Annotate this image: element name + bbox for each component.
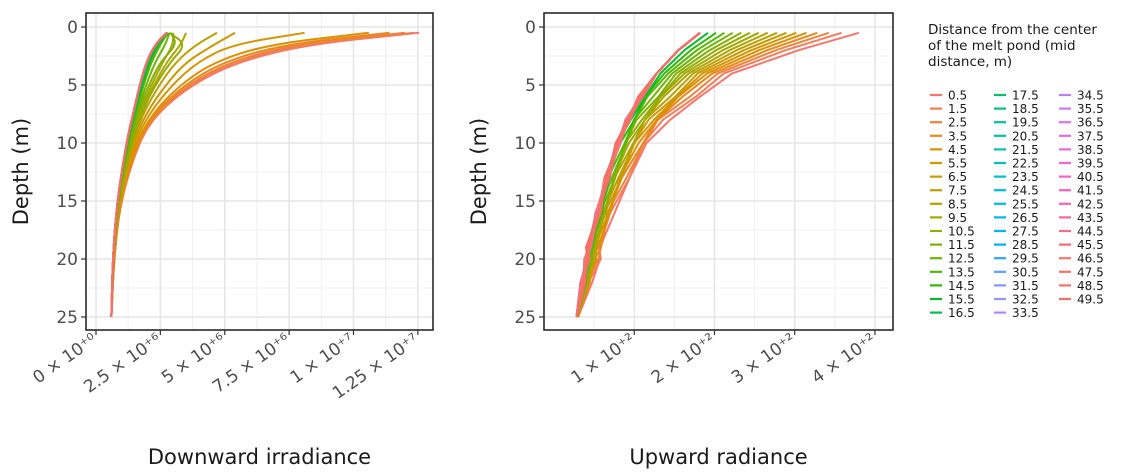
legend-label-29-5: 29.5 (1012, 252, 1039, 266)
right-y-axis-title: Depth (m) (467, 118, 491, 225)
legend-label-33-5: 33.5 (1012, 306, 1039, 320)
legend-label-11-5: 11.5 (948, 238, 975, 252)
legend-label-35-5: 35.5 (1077, 102, 1104, 116)
legend-label-38-5: 38.5 (1077, 143, 1104, 157)
legend-label-28-5: 28.5 (1012, 238, 1039, 252)
legend-label-20-5: 20.5 (1012, 129, 1039, 143)
left-y-tick-label: 15 (56, 192, 78, 212)
series-line-2-5 (576, 31, 830, 318)
legend-label-47-5: 47.5 (1077, 265, 1104, 279)
legend-title-line: of the melt pond (mid (928, 38, 1076, 54)
right-x-tick-label: 4 × 10⁺² (808, 330, 880, 388)
series-line-49-5 (575, 32, 701, 318)
legend-label-39-5: 39.5 (1077, 157, 1104, 171)
series-line-1-5 (576, 31, 842, 318)
legend-label-17-5: 17.5 (1012, 89, 1039, 103)
legend-label-40-5: 40.5 (1077, 170, 1104, 184)
legend-label-2-5: 2.5 (948, 116, 967, 130)
legend-label-0-5: 0.5 (948, 89, 967, 103)
right-y-tick-label: 25 (514, 308, 536, 328)
left-y-tick-label: 5 (67, 76, 78, 96)
legend-label-43-5: 43.5 (1077, 211, 1104, 225)
legend-label-1-5: 1.5 (948, 102, 967, 116)
legend-label-44-5: 44.5 (1077, 225, 1104, 239)
right-y-tick-label: 15 (514, 192, 536, 212)
legend-label-25-5: 25.5 (1012, 197, 1039, 211)
right-panel-border (543, 12, 894, 331)
right-y-tick-label: 20 (514, 250, 536, 270)
legend-label-7-5: 7.5 (948, 184, 967, 198)
right-x-tick-label: 2 × 10⁺² (648, 330, 720, 388)
legend-label-41-5: 41.5 (1077, 184, 1104, 198)
right-x-axis-title: Upward radiance (629, 445, 807, 469)
right-y-tick-label: 10 (514, 134, 536, 154)
legend-label-34-5: 34.5 (1077, 89, 1104, 103)
right-x-tick-label: 3 × 10⁺² (728, 330, 800, 388)
legend-label-26-5: 26.5 (1012, 211, 1039, 225)
left-panel-border (85, 12, 434, 331)
legend-label-6-5: 6.5 (948, 170, 967, 184)
legend-label-18-5: 18.5 (1012, 102, 1039, 116)
legend-label-13-5: 13.5 (948, 265, 975, 279)
legend-label-31-5: 31.5 (1012, 279, 1039, 293)
legend-label-27-5: 27.5 (1012, 225, 1039, 239)
legend-label-23-5: 23.5 (1012, 170, 1039, 184)
legend-label-3-5: 3.5 (948, 129, 967, 143)
right-y-tick-label: 0 (525, 18, 536, 38)
legend-label-12-5: 12.5 (948, 252, 975, 266)
legend-label-32-5: 32.5 (1012, 293, 1039, 307)
legend-label-14-5: 14.5 (948, 279, 975, 293)
legend-label-19-5: 19.5 (1012, 116, 1039, 130)
legend-label-21-5: 21.5 (1012, 143, 1039, 157)
legend-label-16-5: 16.5 (948, 306, 975, 320)
legend-label-49-5: 49.5 (1077, 293, 1104, 307)
legend-label-22-5: 22.5 (1012, 157, 1039, 171)
series-line-11-5 (575, 31, 742, 318)
left-y-axis-title: Depth (m) (9, 118, 33, 225)
legend-label-10-5: 10.5 (948, 225, 975, 239)
legend-label-48-5: 48.5 (1077, 279, 1104, 293)
legend-title-line: Distance from the center (928, 22, 1097, 38)
right-x-tick-label: 1 × 10⁺² (568, 330, 640, 388)
left-y-tick-label: 20 (56, 250, 78, 270)
legend-label-36-5: 36.5 (1077, 116, 1104, 130)
left-y-tick-label: 10 (56, 134, 78, 154)
series-line-49-5 (110, 32, 168, 318)
legend-title-line: distance, m) (928, 54, 1012, 70)
left-x-axis-title: Downward irradiance (148, 445, 371, 469)
legend-label-4-5: 4.5 (948, 143, 967, 157)
left-y-tick-label: 0 (67, 18, 78, 38)
legend-label-5-5: 5.5 (948, 157, 967, 171)
legend-label-37-5: 37.5 (1077, 129, 1104, 143)
legend-label-42-5: 42.5 (1077, 197, 1104, 211)
left-y-tick-label: 25 (56, 308, 78, 328)
legend-label-9-5: 9.5 (948, 211, 967, 225)
legend-label-46-5: 46.5 (1077, 252, 1104, 266)
legend-label-24-5: 24.5 (1012, 184, 1039, 198)
legend-label-8-5: 8.5 (948, 197, 967, 211)
legend-label-15-5: 15.5 (948, 293, 975, 307)
legend-label-45-5: 45.5 (1077, 238, 1104, 252)
right-y-tick-label: 5 (525, 76, 536, 96)
legend-label-30-5: 30.5 (1012, 265, 1039, 279)
